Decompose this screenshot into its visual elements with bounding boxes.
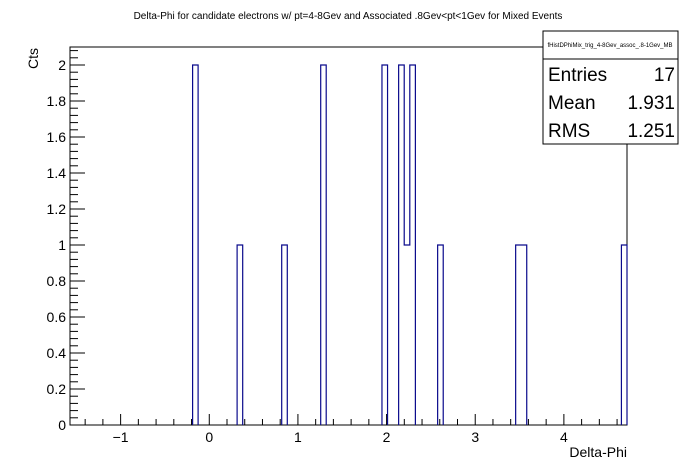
stats-rms-value: 1.251	[627, 121, 675, 142]
histogram-bin	[438, 245, 444, 425]
stats-box-frame	[542, 30, 679, 145]
x-tick-label: 1	[294, 429, 302, 445]
histogram-bin	[621, 245, 627, 425]
x-tick-label: 0	[205, 429, 213, 445]
y-tick-label: 0.4	[47, 345, 67, 361]
x-tick-label: −1	[113, 429, 129, 445]
y-tick-label: 1.6	[47, 129, 67, 145]
chart-title: Delta-Phi for candidate electrons w/ pt=…	[134, 11, 563, 22]
y-tick-label: 1	[58, 237, 66, 253]
histogram-bin	[404, 245, 410, 425]
histogram-bin	[521, 245, 526, 425]
y-tick-label: 1.2	[47, 201, 67, 217]
histogram-bin	[399, 65, 405, 425]
y-tick-label: 0.8	[47, 273, 67, 289]
stats-entries-label: Entries	[548, 65, 607, 86]
y-tick-label: 0	[58, 417, 66, 433]
y-tick-label: 0.6	[47, 309, 67, 325]
stats-rms-label: RMS	[548, 121, 590, 142]
x-axis-label: Delta-Phi	[569, 444, 627, 460]
stats-histogram-name: fHistDPhiMix_trig_4-8Gev_assoc_.8-1Gev_M…	[547, 43, 672, 49]
histogram-bin	[193, 65, 198, 425]
y-axis-label: Cts	[25, 48, 41, 69]
plot-frame	[69, 46, 628, 426]
histogram-bin	[237, 245, 243, 425]
stats-box: fHistDPhiMix_trig_4-8Gev_assoc_.8-1Gev_M…	[542, 30, 679, 145]
y-axis: 0 0.2 0.4 0.6 0.8 1 1.2 1.4 1.6 1.8 2	[47, 50, 85, 433]
histogram-bin	[321, 65, 326, 425]
y-tick-label: 1.4	[47, 165, 67, 181]
y-tick-label: 2	[58, 57, 66, 73]
stats-mean-label: Mean	[548, 93, 596, 114]
stats-entries-value: 17	[654, 65, 675, 86]
histogram-bin	[282, 245, 288, 425]
y-tick-label: 0.2	[47, 381, 67, 397]
histogram-bin	[516, 245, 522, 425]
x-axis: −1 0 1 2 3 4	[84, 414, 618, 445]
x-tick-label: 3	[471, 429, 479, 445]
histogram-outline	[192, 64, 628, 425]
histogram-bin	[410, 65, 416, 425]
y-tick-label: 1.8	[47, 93, 67, 109]
x-tick-label: 4	[560, 429, 568, 445]
x-tick-label: 2	[383, 429, 391, 445]
stats-mean-value: 1.931	[627, 93, 675, 114]
histogram-bin	[382, 65, 388, 425]
